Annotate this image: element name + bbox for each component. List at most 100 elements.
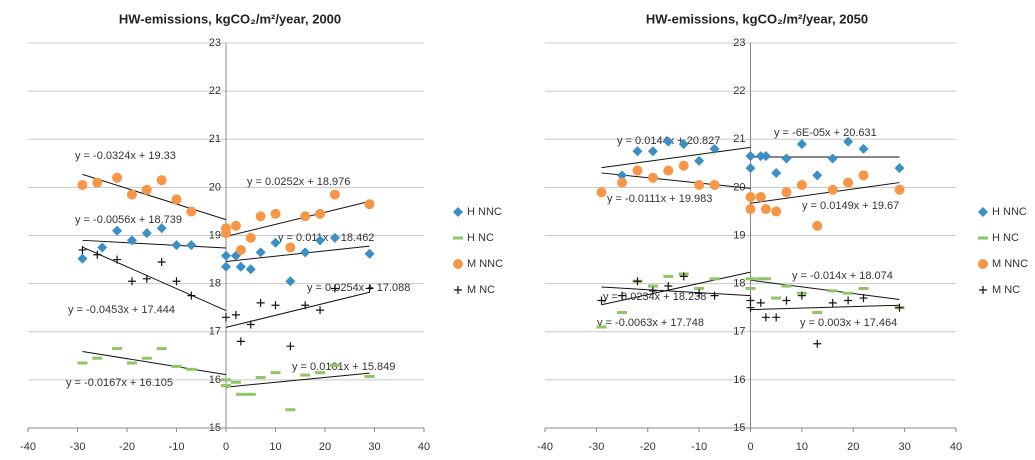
point (663, 136, 674, 147)
point (364, 199, 375, 210)
trendline (82, 173, 227, 221)
point (678, 160, 689, 171)
y-tick-label: 23 (209, 37, 221, 49)
y-tick-label: 18 (733, 278, 745, 290)
point (678, 139, 689, 150)
chart-title: HW-emissions, kgCO₂/m²/year, 2050 (646, 11, 868, 26)
y-tick-label: 17 (209, 326, 221, 338)
point (156, 175, 167, 186)
point (746, 303, 755, 312)
trendline (225, 200, 370, 237)
point (112, 225, 123, 236)
point (97, 242, 108, 253)
legend-marker (453, 236, 463, 240)
point (782, 296, 791, 305)
point (827, 184, 838, 195)
point (709, 179, 720, 190)
point (93, 250, 102, 259)
point (92, 356, 103, 360)
point (112, 347, 123, 351)
point (315, 208, 326, 219)
point (632, 165, 643, 176)
point (617, 311, 628, 314)
point (709, 143, 720, 154)
point (664, 282, 673, 291)
point (156, 223, 167, 234)
point (618, 291, 627, 300)
point (755, 151, 766, 162)
point (895, 303, 904, 312)
point (126, 361, 137, 365)
point (894, 163, 905, 174)
point (221, 384, 231, 388)
point (760, 204, 771, 215)
point (221, 261, 231, 272)
point (235, 244, 246, 255)
x-tick-label: 20 (847, 441, 859, 453)
x-tick-label: -20 (640, 441, 656, 453)
point (285, 242, 296, 253)
point (156, 347, 167, 351)
x-tick-label: -40 (537, 441, 553, 453)
point (285, 276, 296, 287)
trendline-equation: y = 0.011x + 18.462 (278, 232, 374, 244)
point (828, 298, 837, 307)
point (596, 187, 607, 198)
legend-label: H NNC (467, 206, 502, 218)
point (827, 289, 838, 293)
legend-marker (979, 286, 987, 294)
point (746, 296, 755, 305)
point (316, 306, 325, 315)
point (301, 301, 310, 310)
legend-label: M NNC (992, 258, 1028, 270)
trendline-equation: y = 0.0254x + 17.088 (307, 282, 410, 294)
point (127, 277, 136, 286)
y-tick-label: 21 (733, 133, 745, 145)
point (270, 208, 281, 219)
point (255, 375, 266, 379)
trendline (750, 182, 900, 204)
point (633, 277, 642, 286)
trendline (601, 146, 751, 169)
point (255, 211, 266, 222)
point (230, 380, 241, 384)
point (648, 286, 657, 295)
y-tick-label: 17 (733, 326, 745, 338)
point (92, 177, 103, 188)
point (797, 291, 806, 300)
chart: HW-emissions, kgCO₂/m²/year, 20501516171… (537, 11, 1028, 452)
legend-label: M NC (992, 284, 1020, 296)
point (364, 248, 375, 259)
point (694, 155, 705, 166)
trendline (750, 304, 900, 311)
point (761, 313, 770, 322)
y-tick-label: 16 (733, 374, 745, 386)
point (78, 245, 87, 254)
point (171, 240, 182, 251)
point (813, 339, 822, 348)
x-tick-label: 30 (899, 441, 911, 453)
point (171, 364, 182, 368)
point (679, 272, 688, 281)
point (186, 367, 197, 371)
point (330, 284, 339, 293)
point (781, 187, 792, 198)
point (126, 189, 137, 200)
point (77, 253, 88, 264)
trendline-equation: y = -0.0453x + 17.444 (68, 304, 175, 316)
point (772, 313, 781, 322)
point (315, 371, 326, 375)
trendline (82, 239, 227, 249)
trendline (601, 271, 751, 306)
point (236, 337, 245, 346)
legend-label: M NC (467, 284, 495, 296)
chart: HW-emissions, kgCO₂/m²/year, 20001516171… (20, 11, 503, 452)
trendline (82, 246, 227, 312)
point (171, 194, 182, 205)
point (796, 139, 807, 150)
point (755, 192, 766, 202)
point (760, 151, 771, 162)
point (745, 151, 756, 162)
point (77, 179, 88, 190)
trendline-equation: y = -0.0056x + 18.739 (75, 214, 182, 226)
